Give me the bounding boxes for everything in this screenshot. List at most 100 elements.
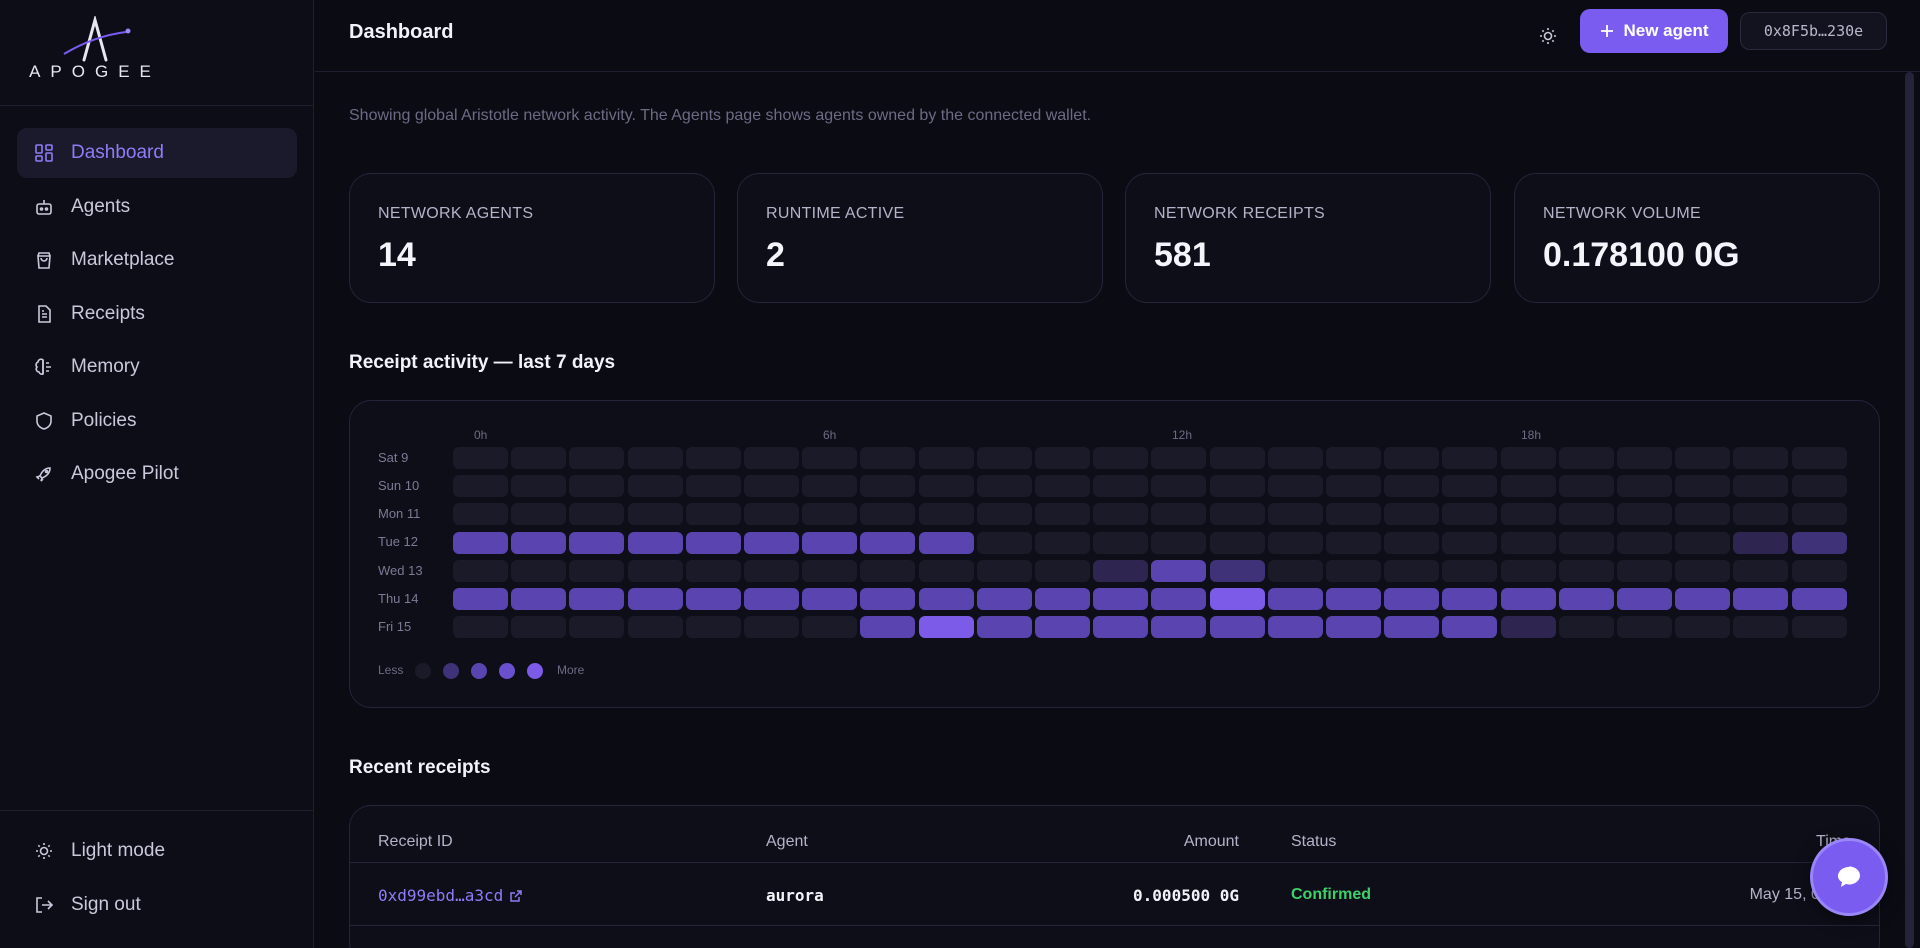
heatmap-cell[interactable] (685, 531, 741, 554)
heatmap-cell[interactable] (918, 503, 974, 526)
heatmap-cell[interactable] (1733, 588, 1789, 610)
heatmap-cell[interactable] (1209, 588, 1265, 610)
heatmap-cell[interactable] (569, 447, 625, 469)
heatmap-cell[interactable] (1384, 503, 1440, 526)
heatmap-cell[interactable] (802, 531, 858, 554)
heatmap-cell[interactable] (744, 531, 799, 554)
heatmap-cell[interactable] (1151, 503, 1207, 526)
heatmap-cell[interactable] (744, 559, 799, 582)
heatmap-cell[interactable] (744, 475, 799, 498)
heatmap-cell[interactable] (1151, 447, 1207, 469)
heatmap-cell[interactable] (1326, 503, 1381, 526)
heatmap-cell[interactable] (1326, 475, 1381, 498)
heatmap-cell[interactable] (1617, 588, 1672, 610)
heatmap-cell[interactable] (1384, 559, 1440, 582)
heatmap-cell[interactable] (685, 616, 741, 639)
heatmap-cell[interactable] (685, 475, 741, 498)
heatmap-cell[interactable] (1500, 616, 1556, 639)
heatmap-cell[interactable] (1384, 475, 1440, 498)
heatmap-cell[interactable] (1093, 588, 1149, 610)
heatmap-cell[interactable] (1209, 447, 1265, 469)
heatmap-cell[interactable] (1791, 588, 1847, 610)
heatmap-cell[interactable] (1558, 531, 1614, 554)
heatmap-cell[interactable] (1267, 559, 1323, 582)
heatmap-cell[interactable] (1267, 588, 1323, 610)
heatmap-cell[interactable] (1326, 559, 1381, 582)
heatmap-cell[interactable] (1093, 531, 1149, 554)
heatmap-cell[interactable] (1442, 588, 1498, 610)
heatmap-cell[interactable] (918, 559, 974, 582)
heatmap-cell[interactable] (1093, 447, 1149, 469)
heatmap-cell[interactable] (1733, 531, 1789, 554)
heatmap-cell[interactable] (744, 503, 799, 526)
heatmap-cell[interactable] (1442, 503, 1498, 526)
heatmap-cell[interactable] (1151, 531, 1207, 554)
heatmap-cell[interactable] (453, 559, 508, 582)
heatmap-cell[interactable] (627, 559, 683, 582)
heatmap-cell[interactable] (860, 447, 916, 469)
heatmap-cell[interactable] (1035, 503, 1090, 526)
heatmap-cell[interactable] (1617, 559, 1672, 582)
heatmap-cell[interactable] (1035, 616, 1090, 639)
heatmap-cell[interactable] (802, 588, 858, 610)
heatmap-cell[interactable] (1151, 475, 1207, 498)
column-header-agent[interactable]: Agent (766, 833, 808, 850)
heatmap-cell[interactable] (860, 531, 916, 554)
heatmap-cell[interactable] (685, 559, 741, 582)
heatmap-cell[interactable] (1733, 559, 1789, 582)
heatmap-cell[interactable] (1151, 616, 1207, 639)
heatmap-cell[interactable] (1675, 475, 1731, 498)
heatmap-cell[interactable] (1791, 447, 1847, 469)
heatmap-cell[interactable] (453, 475, 508, 498)
heatmap-cell[interactable] (918, 531, 974, 554)
heatmap-cell[interactable] (1500, 503, 1556, 526)
heatmap-cell[interactable] (1267, 616, 1323, 639)
heatmap-cell[interactable] (1384, 531, 1440, 554)
heatmap-cell[interactable] (1675, 559, 1731, 582)
heatmap-cell[interactable] (453, 503, 508, 526)
heatmap-cell[interactable] (802, 447, 858, 469)
heatmap-cell[interactable] (1267, 503, 1323, 526)
heatmap-cell[interactable] (860, 559, 916, 582)
heatmap-cell[interactable] (511, 475, 567, 498)
heatmap-cell[interactable] (627, 588, 683, 610)
heatmap-cell[interactable] (627, 616, 683, 639)
heatmap-cell[interactable] (1733, 503, 1789, 526)
wallet-address-button[interactable]: 0x8F5b…230e (1740, 12, 1887, 50)
heatmap-cell[interactable] (976, 588, 1032, 610)
heatmap-cell[interactable] (1558, 503, 1614, 526)
heatmap-cell[interactable] (569, 503, 625, 526)
heatmap-cell[interactable] (1209, 616, 1265, 639)
heatmap-cell[interactable] (744, 588, 799, 610)
heatmap-cell[interactable] (918, 447, 974, 469)
heatmap-cell[interactable] (511, 616, 567, 639)
sign-out-button[interactable]: Sign out (17, 880, 297, 930)
chat-button[interactable] (1810, 838, 1888, 916)
heatmap-cell[interactable] (511, 531, 567, 554)
heatmap-cell[interactable] (744, 616, 799, 639)
heatmap-cell[interactable] (453, 531, 508, 554)
sidebar-item-dashboard[interactable]: Dashboard (17, 128, 297, 178)
heatmap-cell[interactable] (860, 503, 916, 526)
heatmap-cell[interactable] (976, 531, 1032, 554)
apogee-logo[interactable]: APOGEE (24, 14, 166, 82)
heatmap-cell[interactable] (1093, 616, 1149, 639)
heatmap-cell[interactable] (569, 559, 625, 582)
heatmap-cell[interactable] (1209, 531, 1265, 554)
heatmap-cell[interactable] (976, 447, 1032, 469)
heatmap-cell[interactable] (511, 559, 567, 582)
heatmap-cell[interactable] (1267, 475, 1323, 498)
heatmap-cell[interactable] (1209, 503, 1265, 526)
heatmap-cell[interactable] (1558, 559, 1614, 582)
heatmap-cell[interactable] (1384, 616, 1440, 639)
heatmap-cell[interactable] (627, 447, 683, 469)
heatmap-cell[interactable] (1558, 447, 1614, 469)
heatmap-cell[interactable] (1442, 475, 1498, 498)
heatmap-cell[interactable] (1791, 475, 1847, 498)
heatmap-cell[interactable] (511, 447, 567, 469)
heatmap-cell[interactable] (511, 503, 567, 526)
heatmap-cell[interactable] (1675, 616, 1731, 639)
heatmap-cell[interactable] (1675, 531, 1731, 554)
heatmap-cell[interactable] (1151, 559, 1207, 582)
heatmap-cell[interactable] (1500, 559, 1556, 582)
